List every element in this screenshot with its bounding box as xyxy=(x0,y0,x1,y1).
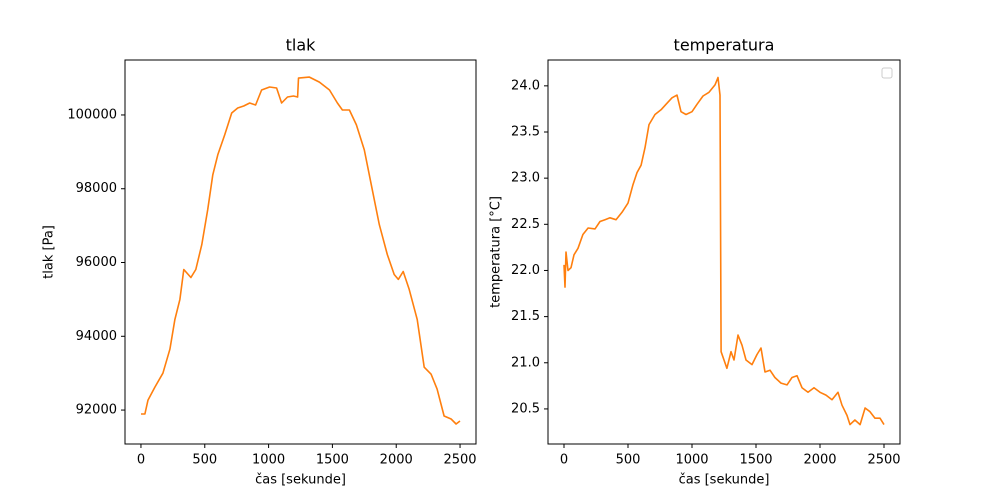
x-tick-label: 1000 xyxy=(252,453,285,468)
x-tick-label: 2000 xyxy=(380,453,413,468)
x-axis-label: čas [sekunde] xyxy=(255,473,346,488)
x-tick-label: 500 xyxy=(616,453,641,468)
y-tick-label: 94000 xyxy=(76,329,117,344)
data-line xyxy=(563,76,885,426)
chart-title: temperatura xyxy=(674,36,775,55)
y-tick-label: 23.0 xyxy=(511,171,540,186)
x-tick-label: 2000 xyxy=(803,453,836,468)
x-tick-label: 1500 xyxy=(739,453,772,468)
y-tick-label: 24.0 xyxy=(511,78,540,93)
legend xyxy=(881,67,893,79)
y-tick-label: 20.5 xyxy=(511,401,540,416)
x-tick-label: 0 xyxy=(560,453,568,468)
y-tick-label: 92000 xyxy=(76,403,117,418)
y-tick-label: 22.5 xyxy=(511,217,540,232)
y-axis-label: tlak [Pa] xyxy=(42,225,57,279)
chart-title: tlak xyxy=(286,36,317,55)
x-tick-label: 1000 xyxy=(675,453,708,468)
y-tick-label: 96000 xyxy=(76,255,117,270)
x-tick-label: 0 xyxy=(137,453,145,468)
data-line xyxy=(141,76,461,425)
axes-frame xyxy=(547,59,901,445)
x-tick-label: 500 xyxy=(192,453,217,468)
y-tick-label: 98000 xyxy=(76,181,117,196)
axes-frame xyxy=(124,59,477,445)
x-axis-label: čas [sekunde] xyxy=(679,473,770,488)
x-tick-label: 2500 xyxy=(867,453,900,468)
x-tick-label: 2500 xyxy=(443,453,476,468)
y-tick-label: 21.0 xyxy=(511,355,540,370)
y-tick-label: 22.0 xyxy=(511,263,540,278)
y-tick-label: 21.5 xyxy=(511,309,540,324)
y-tick-label: 23.5 xyxy=(511,125,540,140)
x-tick-label: 1500 xyxy=(316,453,349,468)
y-axis-label: temperatura [°C] xyxy=(489,196,504,308)
y-tick-label: 100000 xyxy=(67,107,117,122)
